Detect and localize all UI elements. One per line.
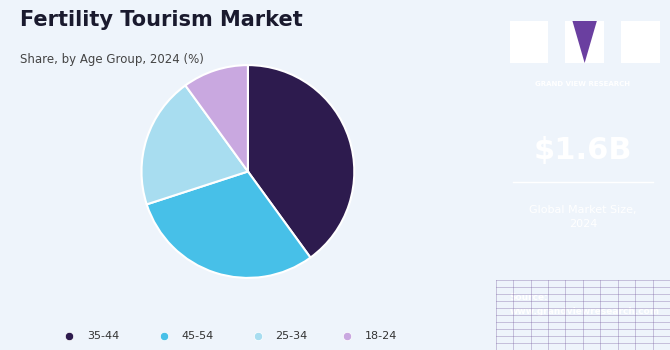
Wedge shape (147, 172, 310, 278)
Text: 25-34: 25-34 (275, 331, 308, 341)
Polygon shape (572, 21, 597, 63)
Wedge shape (141, 85, 248, 204)
FancyBboxPatch shape (621, 21, 659, 63)
Text: Share, by Age Group, 2024 (%): Share, by Age Group, 2024 (%) (20, 52, 204, 65)
Text: Fertility Tourism Market: Fertility Tourism Market (20, 10, 303, 30)
FancyBboxPatch shape (565, 21, 604, 63)
Text: 35-44: 35-44 (87, 331, 119, 341)
Text: 18-24: 18-24 (364, 331, 397, 341)
Wedge shape (248, 65, 354, 258)
Text: GRAND VIEW RESEARCH: GRAND VIEW RESEARCH (535, 81, 630, 87)
FancyBboxPatch shape (510, 21, 548, 63)
Text: Global Market Size,
2024: Global Market Size, 2024 (529, 205, 636, 229)
Text: $1.6B: $1.6B (533, 136, 632, 165)
Text: 45-54: 45-54 (181, 331, 213, 341)
Wedge shape (186, 65, 248, 172)
Text: Source:
www.grandviewresearch.com: Source: www.grandviewresearch.com (510, 293, 660, 316)
